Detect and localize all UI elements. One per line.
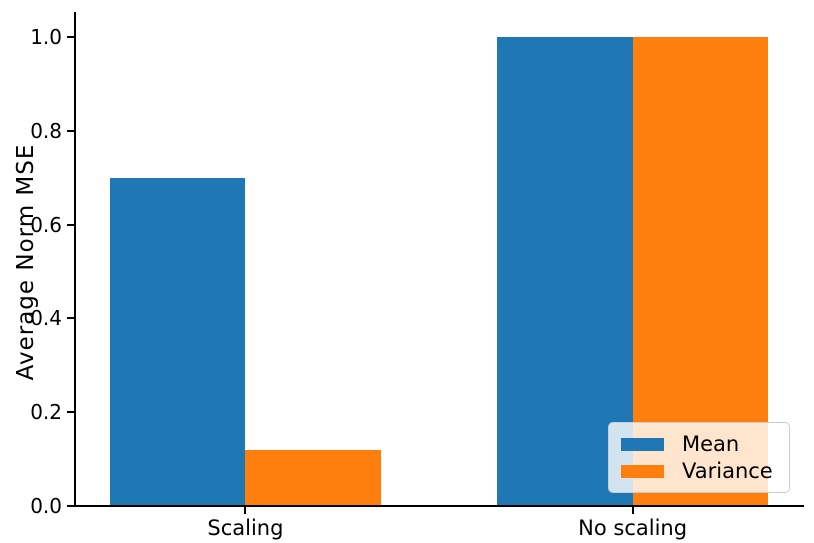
- x-tick-label-scaling: Scaling: [207, 516, 284, 540]
- bar-variance-scaling: [245, 449, 381, 505]
- y-tick-label: 0.0: [30, 494, 62, 518]
- y-tick-label: 0.4: [30, 306, 62, 331]
- y-tick-mark: [67, 223, 75, 226]
- y-axis-line: [74, 12, 76, 507]
- legend-entry-variance: Variance: [621, 459, 777, 483]
- y-tick-mark: [67, 129, 75, 132]
- legend-entry-mean: Mean: [621, 432, 777, 456]
- bar-mean-scaling: [109, 177, 246, 505]
- y-tick-label: 0.2: [30, 400, 62, 425]
- x-tick-label-no-scaling: No scaling: [578, 516, 688, 540]
- x-tick-mark: [244, 507, 247, 514]
- legend: Mean Variance: [608, 422, 790, 493]
- legend-label-mean: Mean: [682, 432, 740, 456]
- legend-label-variance: Variance: [682, 459, 773, 483]
- y-tick-label: 1.0: [30, 24, 62, 49]
- y-tick-label: 0.8: [30, 118, 62, 143]
- y-tick-mark: [67, 505, 75, 507]
- mean-color-swatch: [621, 437, 664, 451]
- y-tick-label: 0.6: [30, 212, 62, 237]
- y-tick-mark: [67, 317, 75, 320]
- x-axis-line: [74, 505, 804, 507]
- y-tick-mark: [67, 411, 75, 414]
- y-tick-mark: [67, 35, 75, 38]
- variance-color-swatch: [621, 464, 664, 478]
- x-tick-mark: [631, 507, 634, 514]
- y-axis-title: Average Norm MSE: [13, 143, 39, 381]
